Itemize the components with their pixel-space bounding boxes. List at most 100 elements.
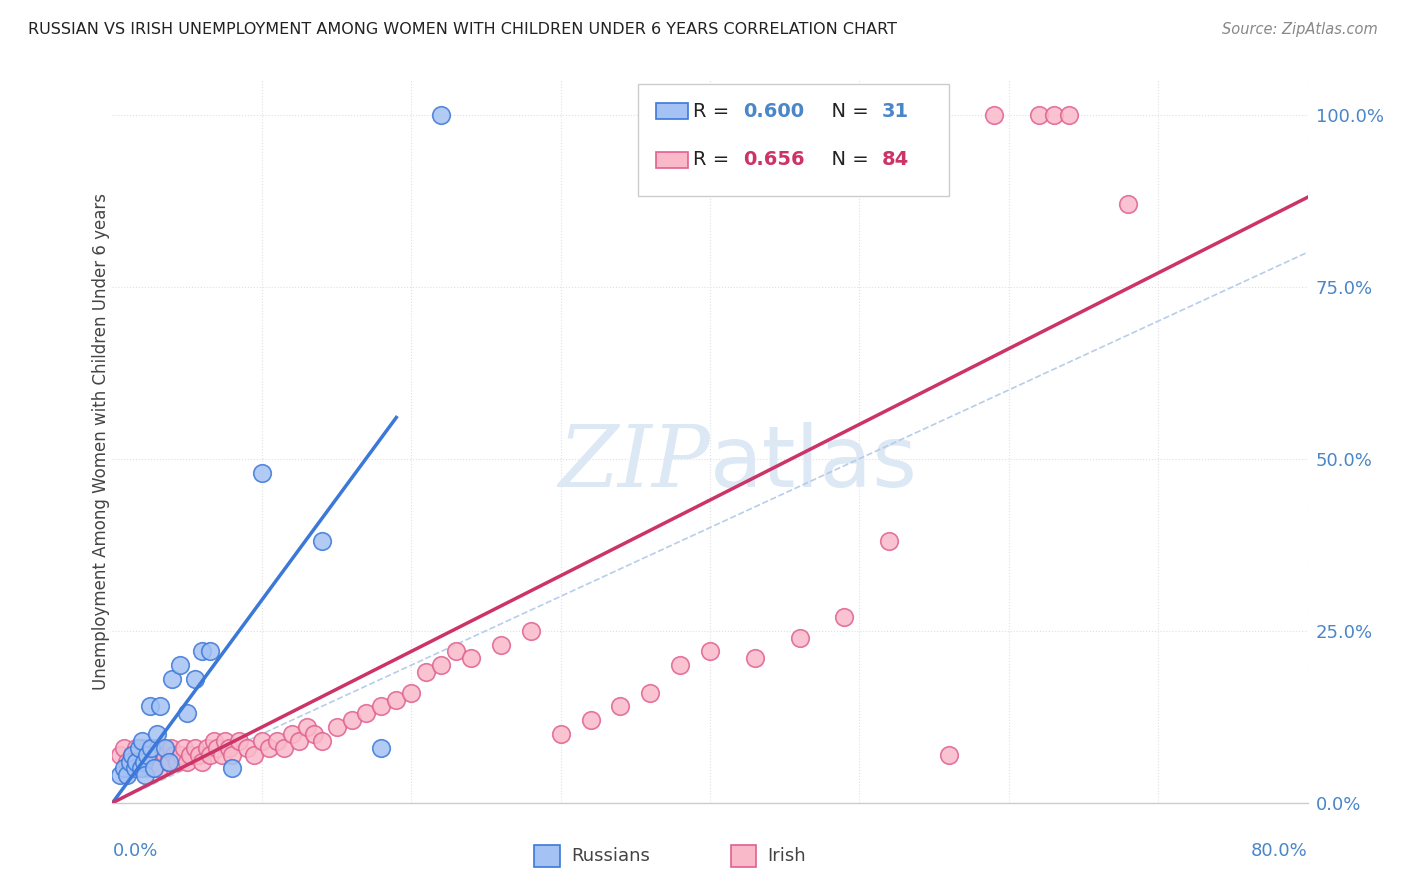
Point	[295, 720, 318, 734]
Point	[520, 624, 543, 638]
Point	[311, 534, 333, 549]
Point	[415, 665, 437, 679]
Text: ZIP: ZIP	[558, 422, 710, 505]
Point	[179, 747, 201, 762]
Point	[205, 740, 228, 755]
Point	[198, 644, 221, 658]
Point	[166, 755, 188, 769]
Point	[176, 706, 198, 721]
Point	[114, 740, 135, 755]
Point	[370, 740, 392, 755]
Text: 80.0%: 80.0%	[1251, 842, 1308, 860]
Point	[218, 740, 240, 755]
Point	[135, 747, 157, 762]
Point	[145, 755, 167, 769]
Point	[669, 658, 692, 673]
Point	[139, 755, 162, 769]
Text: RUSSIAN VS IRISH UNEMPLOYMENT AMONG WOMEN WITH CHILDREN UNDER 6 YEARS CORRELATIO: RUSSIAN VS IRISH UNEMPLOYMENT AMONG WOME…	[28, 22, 897, 37]
Point	[153, 740, 176, 755]
Text: 0.600: 0.600	[744, 102, 804, 120]
Point	[983, 108, 1005, 122]
Point	[153, 747, 176, 762]
Point	[444, 644, 467, 658]
Point	[132, 755, 155, 769]
Point	[311, 734, 333, 748]
Point	[176, 755, 198, 769]
Point	[169, 658, 191, 673]
Point	[127, 755, 149, 769]
Point	[142, 761, 165, 775]
Point	[149, 699, 172, 714]
Point	[401, 686, 423, 700]
Point	[121, 747, 143, 762]
Point	[146, 727, 169, 741]
Point	[430, 108, 453, 122]
Text: Source: ZipAtlas.com: Source: ZipAtlas.com	[1222, 22, 1378, 37]
Point	[640, 686, 662, 700]
Point	[170, 747, 193, 762]
Point	[221, 761, 243, 775]
Point	[120, 755, 142, 769]
Text: Russians: Russians	[571, 847, 650, 865]
Point	[134, 747, 156, 762]
Point	[163, 747, 186, 762]
Point	[108, 768, 131, 782]
Point	[191, 644, 214, 658]
Text: N =: N =	[818, 102, 875, 120]
Point	[128, 747, 150, 762]
Point	[191, 755, 214, 769]
Point	[150, 740, 173, 755]
Point	[128, 740, 150, 755]
Point	[129, 761, 152, 775]
Point	[579, 713, 602, 727]
Point	[143, 761, 166, 775]
Point	[699, 644, 721, 658]
Point	[938, 747, 960, 762]
Text: R =: R =	[693, 102, 735, 120]
Point	[430, 658, 453, 673]
Point	[281, 727, 304, 741]
Point	[214, 734, 236, 748]
Point	[146, 747, 169, 762]
Text: 0.0%: 0.0%	[112, 842, 157, 860]
Point	[273, 740, 295, 755]
FancyBboxPatch shape	[638, 84, 949, 196]
Point	[789, 631, 811, 645]
Point	[135, 761, 157, 775]
Point	[114, 761, 135, 775]
Text: 84: 84	[882, 150, 910, 169]
Point	[325, 720, 347, 734]
Point	[131, 734, 153, 748]
Point	[211, 747, 233, 762]
Point	[236, 740, 259, 755]
Point	[132, 755, 155, 769]
Point	[250, 466, 273, 480]
Point	[550, 727, 572, 741]
Point	[259, 740, 281, 755]
Point	[1118, 197, 1140, 211]
Point	[202, 734, 225, 748]
Text: 31: 31	[882, 102, 910, 120]
Point	[124, 761, 146, 775]
Point	[148, 761, 170, 775]
Point	[250, 734, 273, 748]
Point	[173, 740, 195, 755]
Text: 0.656: 0.656	[744, 150, 804, 169]
Text: N =: N =	[818, 150, 875, 169]
Point	[221, 747, 243, 762]
Point	[117, 755, 139, 769]
Point	[385, 692, 408, 706]
Point	[198, 747, 221, 762]
Point	[159, 740, 181, 755]
Point	[122, 755, 145, 769]
Text: Irish: Irish	[768, 847, 806, 865]
Point	[156, 755, 179, 769]
Point	[124, 761, 146, 775]
Point	[228, 734, 250, 748]
Point	[489, 638, 512, 652]
Point	[139, 699, 162, 714]
Point	[143, 740, 166, 755]
Point	[183, 740, 205, 755]
Point	[108, 747, 131, 762]
Point	[117, 768, 139, 782]
